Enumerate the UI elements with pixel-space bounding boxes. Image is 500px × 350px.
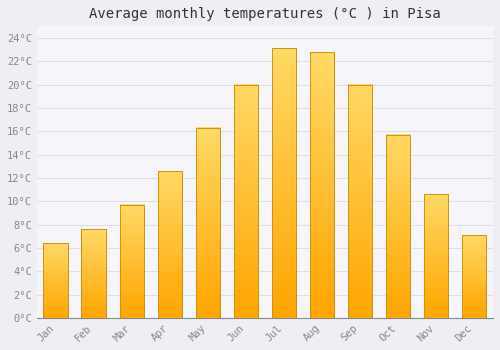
Bar <box>234 85 258 318</box>
Bar <box>196 128 220 318</box>
Bar <box>82 229 106 318</box>
Bar <box>44 243 68 318</box>
Bar <box>462 235 486 318</box>
Bar <box>424 194 448 318</box>
Title: Average monthly temperatures (°C ) in Pisa: Average monthly temperatures (°C ) in Pi… <box>89 7 441 21</box>
Bar <box>310 52 334 318</box>
Bar <box>348 85 372 318</box>
Bar <box>120 205 144 318</box>
Bar <box>272 48 296 318</box>
Bar <box>386 135 410 318</box>
Bar <box>158 171 182 318</box>
